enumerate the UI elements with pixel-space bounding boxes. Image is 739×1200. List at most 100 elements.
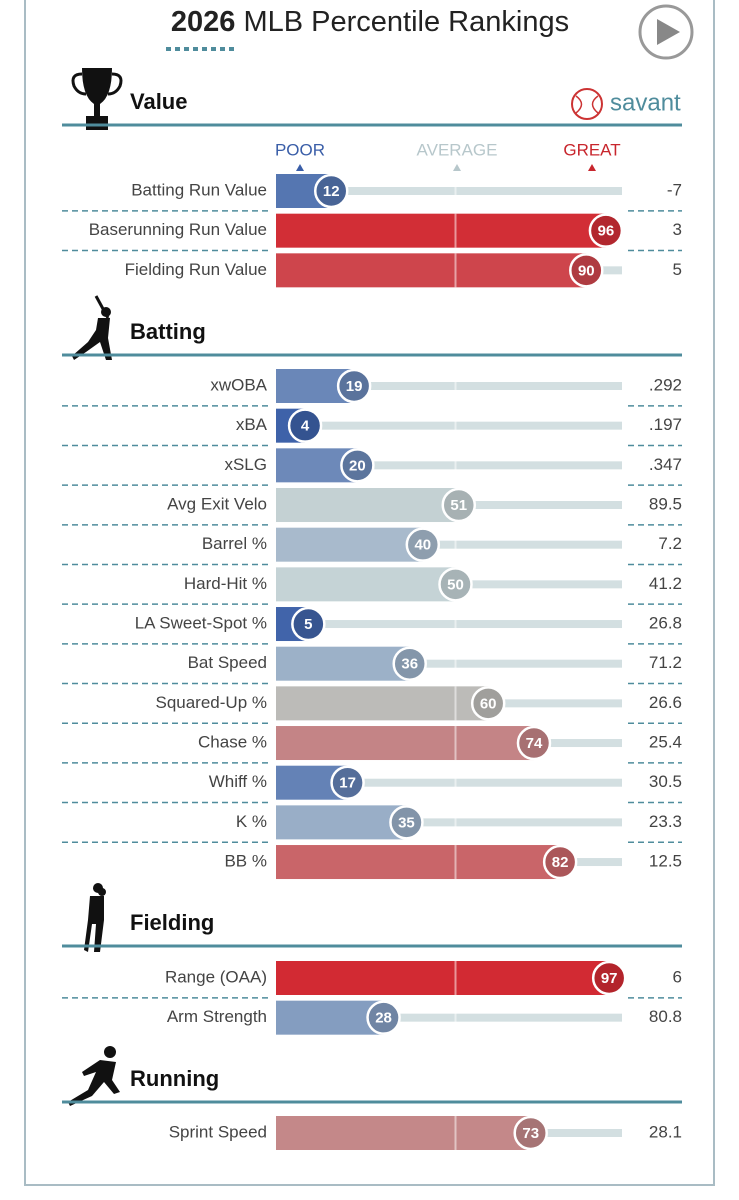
metric-stat: 28.1 bbox=[649, 1122, 682, 1141]
track bbox=[354, 382, 622, 390]
track bbox=[409, 659, 622, 668]
percentile-label: 97 bbox=[601, 970, 618, 987]
track bbox=[458, 501, 622, 510]
metric-stat: 71.2 bbox=[649, 653, 682, 672]
percentile-dot bbox=[340, 448, 375, 483]
metric-stat: 80.8 bbox=[649, 1007, 682, 1026]
metric-label: Arm Strength bbox=[167, 1007, 267, 1026]
percentile-label: 20 bbox=[349, 457, 366, 474]
track bbox=[331, 187, 622, 195]
percentile-dot bbox=[389, 805, 424, 840]
percentile-label: 28 bbox=[375, 1010, 392, 1027]
track bbox=[422, 540, 622, 549]
runner-icon bbox=[68, 1046, 120, 1106]
metric-label: Sprint Speed bbox=[169, 1122, 267, 1141]
percentile-dot bbox=[516, 725, 552, 761]
track bbox=[406, 818, 622, 827]
percentile-dot bbox=[287, 408, 323, 443]
percentile-dot bbox=[441, 487, 477, 523]
bar bbox=[276, 527, 423, 562]
section-title: Fielding bbox=[130, 910, 214, 935]
metric-label: Baserunning Run Value bbox=[89, 220, 267, 239]
scale-label: GREAT bbox=[563, 140, 620, 159]
percentile-label: 4 bbox=[301, 418, 310, 435]
track bbox=[305, 421, 622, 430]
metric-stat: .347 bbox=[649, 455, 682, 474]
percentile-label: 60 bbox=[480, 695, 497, 712]
percentile-label: 19 bbox=[346, 378, 363, 395]
metric-stat: 25.4 bbox=[649, 733, 682, 752]
percentile-label: 90 bbox=[578, 262, 595, 279]
metric-label: Whiff % bbox=[209, 772, 267, 791]
metric-label: Squared-Up % bbox=[155, 693, 267, 712]
track bbox=[347, 778, 622, 787]
metric-stat: 26.8 bbox=[649, 614, 682, 633]
brand: savant bbox=[610, 89, 681, 116]
track bbox=[530, 1129, 622, 1137]
fielder-icon bbox=[84, 883, 106, 952]
metric-label: BB % bbox=[224, 852, 267, 871]
metric-stat: 6 bbox=[673, 967, 682, 986]
percentile-label: 96 bbox=[598, 223, 615, 240]
percentile-dot bbox=[366, 1000, 401, 1035]
metric-label: xSLG bbox=[224, 455, 267, 474]
percentile-dot bbox=[513, 1115, 548, 1151]
percentile-label: 35 bbox=[398, 814, 415, 831]
metric-stat: .197 bbox=[649, 415, 682, 434]
bar bbox=[276, 805, 407, 840]
trophy-icon bbox=[71, 68, 123, 130]
percentile-label: 17 bbox=[339, 775, 356, 792]
percentile-label: 12 bbox=[323, 183, 340, 200]
metric-label: Hard-Hit % bbox=[184, 574, 267, 593]
metric-label: xBA bbox=[236, 415, 268, 434]
metric-label: Bat Speed bbox=[188, 653, 267, 672]
track bbox=[488, 699, 622, 708]
bar bbox=[276, 686, 489, 721]
percentile-label: 74 bbox=[526, 735, 543, 752]
metric-stat: -7 bbox=[667, 180, 682, 199]
bar bbox=[276, 845, 561, 880]
percentile-label: 5 bbox=[304, 616, 312, 633]
metric-label: xwOBA bbox=[210, 375, 267, 394]
title-year: 2026 bbox=[171, 6, 236, 38]
section-title: Batting bbox=[130, 319, 206, 344]
metric-label: Chase % bbox=[198, 733, 267, 752]
percentile-dot bbox=[392, 646, 427, 681]
metric-label: K % bbox=[236, 812, 267, 831]
percentile-dot bbox=[313, 173, 349, 209]
percentile-label: 82 bbox=[552, 854, 569, 871]
track bbox=[533, 739, 622, 748]
percentile-dot bbox=[588, 213, 624, 248]
percentile-label: 50 bbox=[447, 576, 464, 593]
metric-stat: 12.5 bbox=[649, 852, 682, 871]
metric-stat: 23.3 bbox=[649, 812, 682, 831]
metric-stat: 30.5 bbox=[649, 772, 682, 791]
chart-title: 2026 MLB Percentile Rankings bbox=[171, 6, 569, 38]
percentile-label: 51 bbox=[450, 497, 467, 514]
play-button[interactable] bbox=[638, 4, 694, 60]
metric-stat: .292 bbox=[649, 375, 682, 394]
percentile-dot bbox=[542, 844, 578, 880]
percentile-dot bbox=[569, 253, 604, 288]
track bbox=[308, 620, 622, 629]
metric-stat: 26.6 bbox=[649, 693, 682, 712]
track bbox=[560, 858, 622, 867]
section-title: Running bbox=[130, 1066, 219, 1091]
bar bbox=[276, 726, 534, 761]
metric-label: Range (OAA) bbox=[165, 967, 267, 986]
metric-stat: 3 bbox=[673, 220, 682, 239]
batter-icon bbox=[72, 295, 112, 360]
bar bbox=[276, 567, 456, 602]
percentile-dot bbox=[591, 960, 627, 996]
bar bbox=[276, 961, 610, 995]
bar bbox=[276, 646, 410, 681]
metric-label: Fielding Run Value bbox=[125, 260, 267, 279]
scale-arrow bbox=[296, 164, 304, 171]
metric-stat: 5 bbox=[673, 260, 682, 279]
scale-label: POOR bbox=[275, 140, 325, 159]
scale-arrow bbox=[453, 164, 461, 171]
percentile-dot bbox=[438, 567, 473, 602]
scale-label: AVERAGE bbox=[417, 140, 498, 159]
title-text: MLB Percentile Rankings bbox=[243, 6, 569, 38]
